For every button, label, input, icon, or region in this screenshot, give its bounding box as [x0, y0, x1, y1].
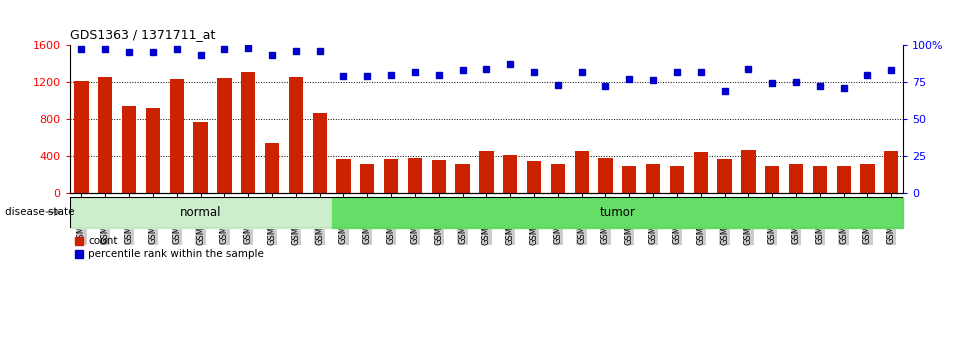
Text: tumor: tumor — [600, 206, 636, 219]
Bar — [646, 164, 660, 193]
Bar — [765, 166, 780, 193]
Bar — [789, 164, 803, 193]
Bar — [170, 79, 184, 193]
Bar — [242, 72, 255, 193]
Bar — [669, 166, 684, 193]
Bar — [718, 159, 731, 193]
Bar — [598, 158, 612, 193]
Bar — [575, 150, 589, 193]
Bar — [146, 108, 160, 193]
Bar — [217, 78, 232, 193]
Bar — [193, 122, 208, 193]
Bar — [455, 164, 469, 193]
Bar — [74, 81, 89, 193]
Bar — [479, 150, 494, 193]
Bar — [122, 106, 136, 193]
Bar — [741, 150, 755, 193]
Legend: count, percentile rank within the sample: count, percentile rank within the sample — [74, 236, 264, 259]
Bar — [313, 112, 327, 193]
Bar — [70, 197, 331, 228]
Bar — [99, 77, 112, 193]
Bar — [289, 77, 303, 193]
Bar — [336, 159, 351, 193]
Text: normal: normal — [180, 206, 221, 219]
Bar — [432, 160, 446, 193]
Bar — [837, 166, 851, 193]
Bar — [503, 155, 518, 193]
Bar — [360, 165, 375, 193]
Bar — [694, 152, 708, 193]
Bar — [861, 165, 874, 193]
Bar — [622, 166, 637, 193]
Bar — [331, 197, 903, 228]
Bar — [408, 158, 422, 193]
Text: disease state: disease state — [5, 207, 74, 217]
Bar — [812, 166, 827, 193]
Bar — [526, 161, 541, 193]
Text: GDS1363 / 1371711_at: GDS1363 / 1371711_at — [70, 28, 214, 41]
Bar — [384, 159, 398, 193]
Bar — [551, 164, 565, 193]
Bar — [265, 143, 279, 193]
Bar — [884, 151, 898, 193]
